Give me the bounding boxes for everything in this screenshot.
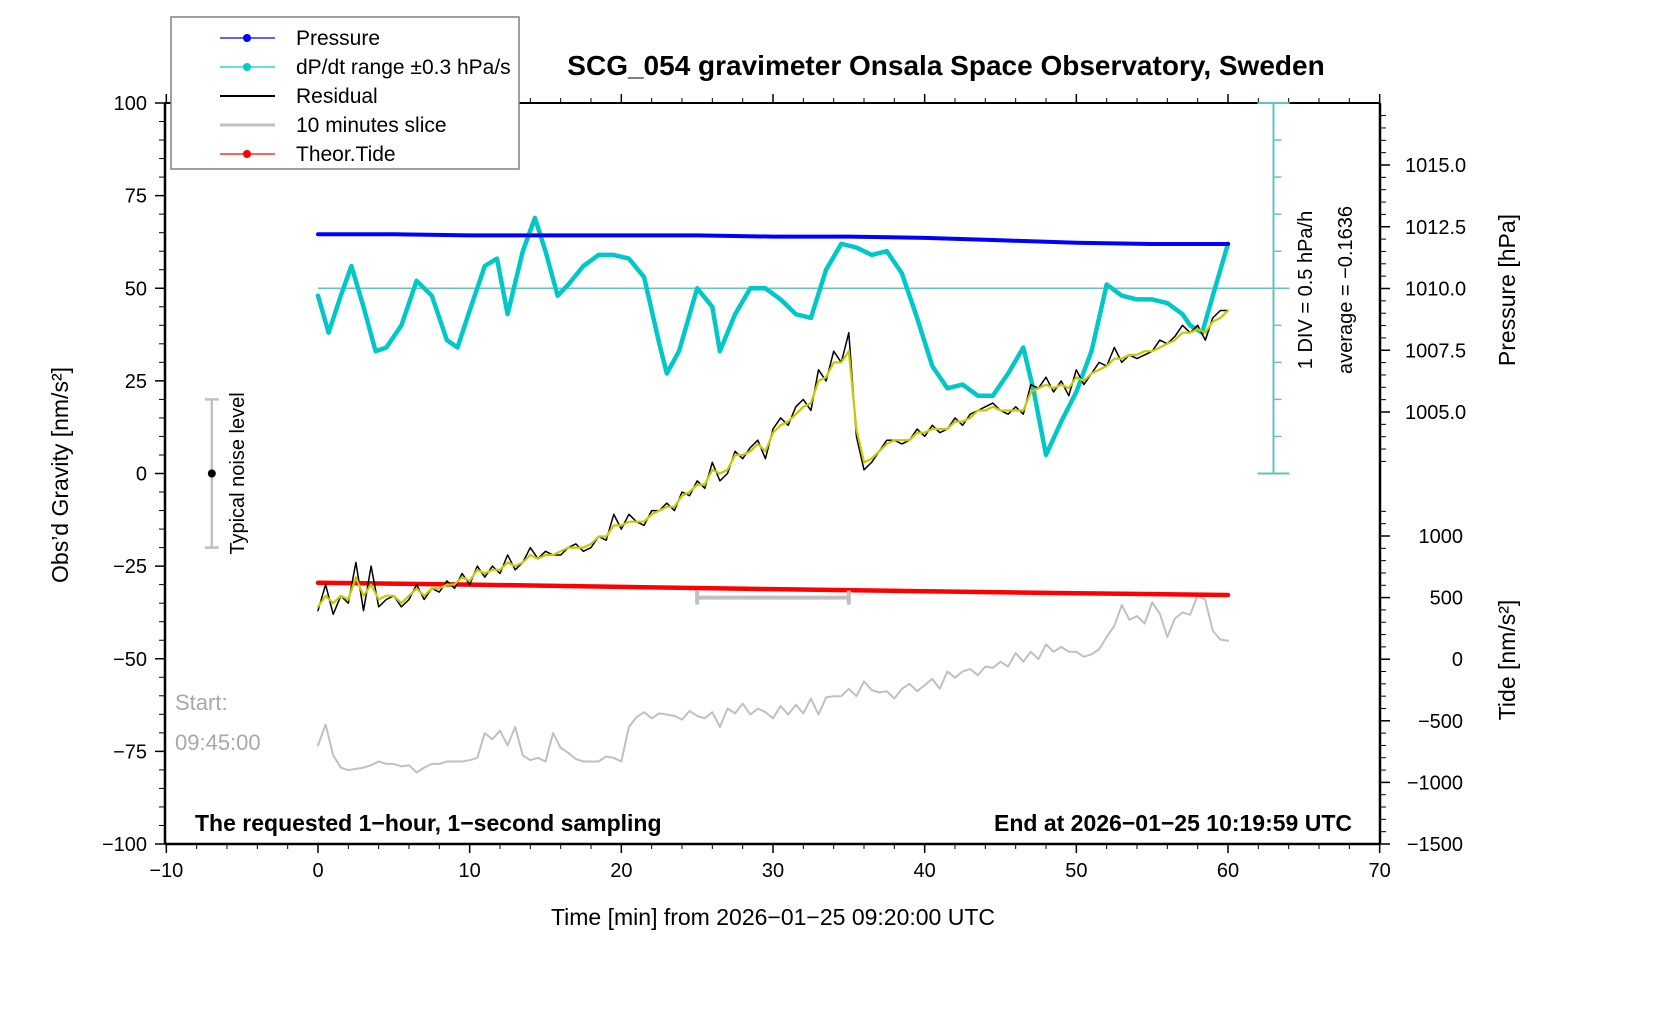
dpdt-average-label: average = −0.1636 xyxy=(1335,206,1357,374)
dpdt-line xyxy=(315,215,1231,458)
x-tick-label: 70 xyxy=(1369,860,1391,882)
x-tick-label: 60 xyxy=(1217,860,1239,882)
x-tick-label: −10 xyxy=(149,860,183,882)
legend-box xyxy=(170,16,520,170)
x-axis-label: Time [min] from 2026−01−25 09:20:00 UTC xyxy=(551,904,995,930)
y-axis-label-left: Obs’d Gravity [nm/s²] xyxy=(47,367,73,583)
footer-left: The requested 1−hour, 1−second sampling xyxy=(195,810,662,836)
y-pressure-tick-label: 1007.5 xyxy=(1405,340,1466,362)
y-tide-tick-label: 500 xyxy=(1430,588,1463,610)
y-tide-tick-label: −500 xyxy=(1418,711,1463,733)
legend-swatch-marker xyxy=(243,150,251,158)
y-left-tick-label: 100 xyxy=(114,93,147,115)
y-tide-tick-label: −1000 xyxy=(1407,772,1463,794)
y-left-tick-label: 75 xyxy=(125,186,147,208)
y-pressure-tick-label: 1012.5 xyxy=(1405,217,1466,239)
legend-label: dP/dt range ±0.3 hPa/s xyxy=(296,56,511,79)
y-tide-tick-label: 0 xyxy=(1452,649,1463,671)
legend-entries: Pressure dP/dt range ±0.3 hPa/s Residual 10… xyxy=(220,27,511,166)
pressure-line xyxy=(316,232,1230,246)
y-axis-label-pressure: Pressure [hPa] xyxy=(1494,214,1520,366)
legend: Pressure dP/dt range ±0.3 hPa/s Residual 10… xyxy=(170,16,520,170)
legend-swatch-marker xyxy=(243,63,251,71)
noise-level-dot xyxy=(207,469,216,478)
y-left-tick-label: 25 xyxy=(125,371,147,393)
legend-label: Residual xyxy=(296,85,378,108)
tide-slice-line xyxy=(317,594,1229,774)
x-tick-label: 50 xyxy=(1065,860,1087,882)
chart-title: SCG_054 gravimeter Onsala Space Observat… xyxy=(567,50,1324,81)
y-pressure-tick-label: 1005.0 xyxy=(1405,402,1466,424)
tick-labels: −10 0 10 20 30 40 50 60 701007550250−25−50−75−10… xyxy=(102,93,1466,882)
y-left-tick-label: −75 xyxy=(113,741,147,763)
y-axis-label-tide: Tide [nm/s²] xyxy=(1494,600,1520,721)
x-tick-label: 30 xyxy=(762,860,784,882)
dpdt-scale-label: 1 DIV = 0.5 hPa/h xyxy=(1295,211,1317,369)
residual-line xyxy=(317,309,1229,616)
y-left-tick-label: 50 xyxy=(125,278,147,300)
start-time: 09:45:00 xyxy=(175,730,261,755)
x-tick-label: 40 xyxy=(914,860,936,882)
legend-label: 10 minutes slice xyxy=(296,114,447,137)
y-pressure-tick-label: 1010.0 xyxy=(1405,279,1466,301)
legend-label: Theor.Tide xyxy=(296,143,396,166)
footer-right: End at 2026−01−25 10:19:59 UTC xyxy=(994,810,1352,836)
start-label: Start: xyxy=(175,690,228,715)
y-tide-tick-label: 1000 xyxy=(1419,526,1464,548)
legend-label: Pressure xyxy=(296,27,380,50)
x-tick-label: 20 xyxy=(610,860,632,882)
smoothed-residual-line xyxy=(316,309,1230,609)
y-tide-tick-label: −1500 xyxy=(1407,834,1463,856)
legend-swatch-marker xyxy=(243,34,251,42)
x-tick-label: 0 xyxy=(312,860,323,882)
dpdt-reference-axis xyxy=(318,102,1290,475)
x-tick-label: 10 xyxy=(459,860,481,882)
y-left-tick-label: 0 xyxy=(136,464,147,486)
y-left-tick-label: −100 xyxy=(102,834,147,856)
noise-level-label: Typical noise level xyxy=(227,392,249,554)
y-left-tick-label: −50 xyxy=(113,649,147,671)
y-pressure-tick-label: 1015.0 xyxy=(1405,155,1466,177)
annotations: Typical noise level Start: 09:45:00 The … xyxy=(175,206,1357,836)
series-layer xyxy=(315,215,1231,774)
y-left-tick-label: −25 xyxy=(113,556,147,578)
